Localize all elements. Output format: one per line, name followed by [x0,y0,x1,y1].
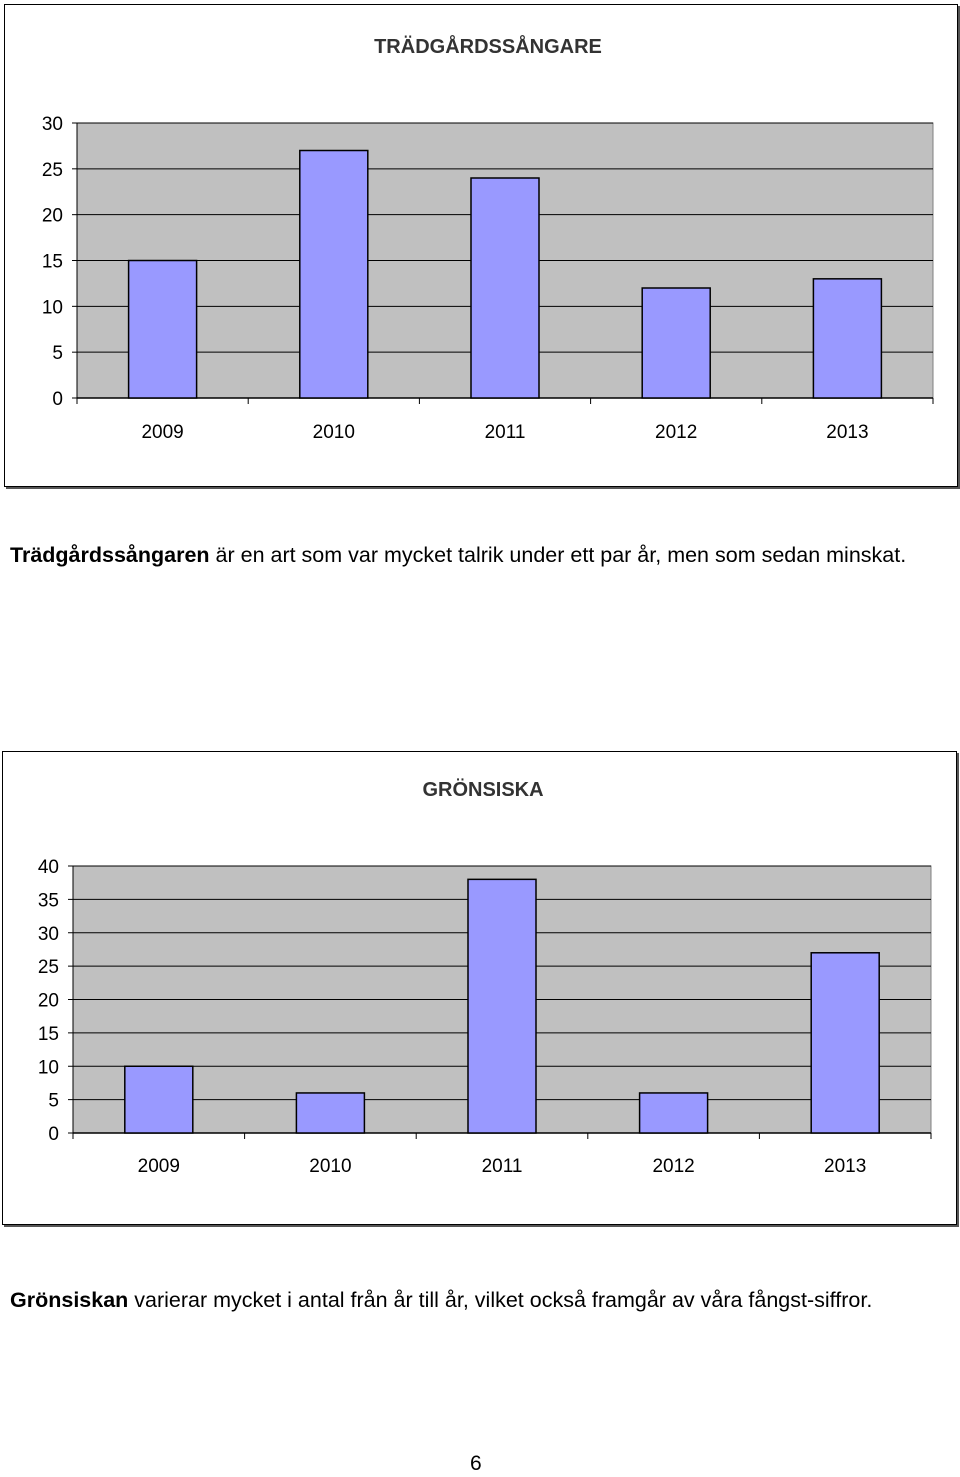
chart1-title: TRÄDGÅRDSSÅNGARE [374,34,602,58]
chart1-category-label: 2013 [826,422,868,443]
chart2-ytick-label: 10 [38,1057,59,1078]
chart2-ytick-label: 5 [48,1091,59,1112]
paragraph-tradgardssangaren-text: är en art som var mycket talrik under et… [209,542,907,567]
chart2-bar-2011 [467,878,537,1134]
chart2-bar-2010 [295,1092,366,1134]
chart1-category-label: 2010 [313,422,355,443]
chart-gronsiska-svg: GRÖNSISKA 0 5 10 15 20 25 30 35 40 2009 2010 2011 201… [38,778,932,1177]
chart2-bar-2012 [638,1092,709,1134]
chart1-ytick-label: 10 [42,297,63,318]
chart1-ytick-label: 25 [42,160,63,181]
chart2-ytick-label: 0 [48,1124,59,1145]
chart2-category-label: 2010 [309,1156,351,1177]
chart1-bar-2012 [641,287,711,399]
chart-tradgardssangare: TRÄDGÅRDSSÅNGARE 0 5 10 15 20 25 30 2009 2010 2011… [4,4,958,487]
paragraph-gronsiskan: Grönsiskan varierar mycket i antal från … [10,1284,955,1316]
page-number: 6 [470,1452,482,1475]
paragraph-gronsiskan-text: varierar mycket i antal från år till år,… [128,1287,873,1312]
chart2-ytick-label: 15 [38,1024,59,1045]
chart1-category-label: 2012 [655,422,697,443]
chart1-bar-2011 [470,177,540,399]
chart1-bar-2013 [812,278,883,399]
chart2-category-label: 2012 [652,1156,694,1177]
chart1-ytick-label: 15 [42,252,63,273]
paragraph-tradgardssangaren: Trädgårdssångaren är en art som var myck… [10,539,955,571]
chart2-title: GRÖNSISKA [422,778,543,801]
chart1-ytick-label: 0 [52,389,63,410]
chart2-ytick-label: 35 [38,890,59,911]
chart2-ytick-label: 20 [38,991,59,1012]
chart1-bar-2009 [127,259,198,399]
chart2-category-label: 2011 [482,1156,523,1177]
chart1-ytick-label: 30 [42,114,63,135]
chart2-ytick-label: 40 [38,857,59,878]
chart-gronsiska: GRÖNSISKA 0 5 10 15 20 25 30 35 40 2009 2010 2011 201… [2,751,957,1225]
chart1-ytick-label: 20 [42,206,63,227]
chart1-category-label: 2011 [485,422,526,443]
chart2-ytick-label: 30 [38,924,59,945]
chart2-ytick-label: 25 [38,957,59,978]
paragraph-gronsiskan-bold: Grönsiskan [10,1287,129,1312]
chart1-ytick-label: 5 [52,343,63,364]
chart1-category-label: 2009 [141,422,183,443]
chart2-category-label: 2009 [138,1156,180,1177]
chart2-bar-2009 [124,1065,194,1134]
chart2-bar-2013 [810,952,880,1134]
paragraph-tradgardssangaren-bold: Trädgårdssångaren [10,542,210,567]
chart2-category-label: 2013 [824,1156,866,1177]
chart-tradgardssangare-svg: TRÄDGÅRDSSÅNGARE 0 5 10 15 20 25 30 2009 2010 2011… [42,34,934,443]
chart1-bar-2010 [299,149,369,399]
